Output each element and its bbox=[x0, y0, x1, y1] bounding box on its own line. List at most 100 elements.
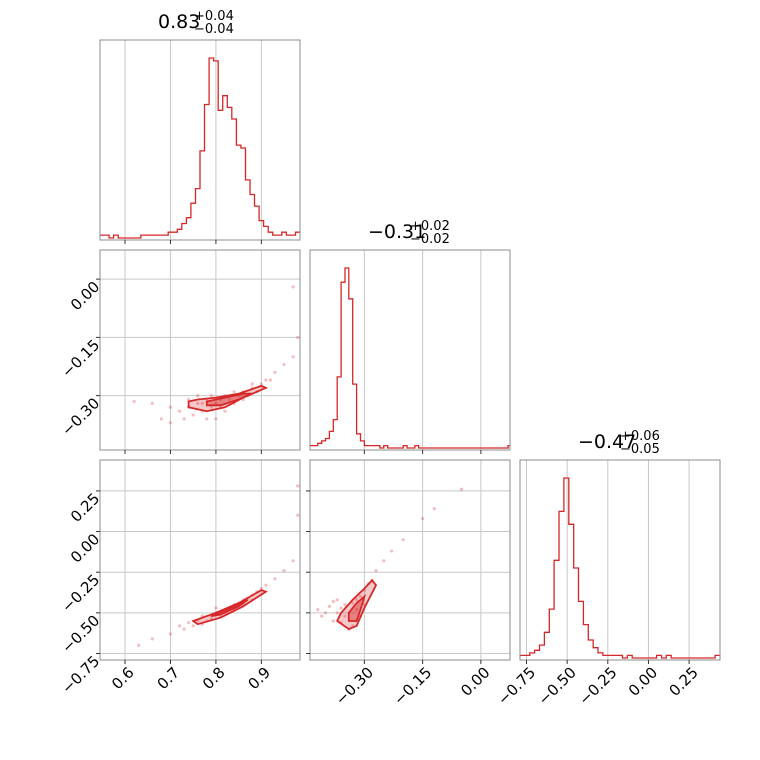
scatter-point bbox=[214, 401, 218, 405]
scatter-point bbox=[432, 507, 436, 511]
scatter-point bbox=[214, 417, 218, 421]
contour-level-0 bbox=[191, 589, 268, 626]
x-tick-label: −0.15 bbox=[390, 664, 435, 709]
scatter-point bbox=[323, 611, 328, 615]
scatter-point bbox=[168, 405, 173, 409]
scatter-point bbox=[331, 619, 335, 623]
scatter-point bbox=[223, 409, 227, 413]
panel-title-2: −0.47 bbox=[578, 431, 636, 453]
scatter-point bbox=[421, 516, 425, 521]
scatter-point bbox=[150, 401, 154, 405]
scatter-point bbox=[327, 604, 332, 608]
x-tick-label: 0.9 bbox=[244, 664, 274, 694]
hist-panel-frame-1 bbox=[309, 249, 511, 451]
scatter-point bbox=[296, 484, 300, 488]
scatter-point bbox=[177, 409, 182, 413]
contour-level-1 bbox=[347, 593, 367, 622]
scatter-point bbox=[355, 598, 359, 602]
scatter-panel-frame-0-2 bbox=[99, 459, 301, 661]
histogram-2 bbox=[520, 477, 720, 659]
scatter-point bbox=[358, 594, 363, 599]
scatter-point bbox=[177, 624, 182, 628]
scatter-point bbox=[250, 382, 254, 386]
x-tick-label: 0.00 bbox=[457, 664, 493, 700]
hist-panel-frame-2 bbox=[519, 459, 721, 661]
y-tick-label: 0.00 bbox=[67, 530, 103, 566]
scatter-panel-frame-1-2 bbox=[309, 459, 511, 661]
histogram-1 bbox=[310, 267, 510, 449]
y-tick-label: −0.15 bbox=[58, 336, 103, 381]
y-tick-label: −0.50 bbox=[58, 611, 103, 656]
scatter-point bbox=[232, 390, 236, 394]
scatter-point bbox=[159, 417, 163, 421]
hist-panel-frame-0 bbox=[99, 39, 301, 241]
title-minus-error-1: −0.02 bbox=[410, 232, 450, 247]
scatter-point bbox=[282, 362, 286, 367]
scatter-point bbox=[389, 549, 394, 553]
scatter-point bbox=[191, 624, 195, 628]
scatter-point bbox=[182, 627, 186, 631]
scatter-point bbox=[205, 417, 209, 421]
scatter-point bbox=[187, 397, 191, 402]
scatter-point bbox=[196, 394, 200, 398]
scatter-point bbox=[343, 614, 347, 618]
scatter-point bbox=[401, 538, 405, 542]
scatter-point bbox=[196, 401, 200, 405]
y-tick-label: −0.25 bbox=[58, 571, 103, 616]
scatter-point bbox=[273, 577, 277, 581]
scatter-point bbox=[316, 607, 320, 612]
x-tick-label: −0.30 bbox=[332, 664, 377, 709]
contour-level-1 bbox=[205, 392, 253, 407]
scatter-point bbox=[343, 603, 347, 607]
scatter-point bbox=[374, 568, 378, 573]
scatter-point bbox=[168, 632, 173, 636]
scatter-point bbox=[291, 559, 295, 563]
scatter-point bbox=[187, 621, 191, 625]
x-tick-label: 0.25 bbox=[665, 664, 701, 700]
scatter-point bbox=[382, 559, 386, 563]
scatter-point bbox=[150, 637, 154, 641]
scatter-point bbox=[282, 568, 286, 573]
histogram-0 bbox=[100, 57, 300, 239]
title-minus-error-2: −0.05 bbox=[620, 442, 660, 457]
scatter-point bbox=[296, 513, 300, 517]
scatter-point bbox=[264, 378, 268, 382]
scatter-panel-frame-0-1 bbox=[99, 249, 301, 451]
scatter-point bbox=[214, 606, 218, 610]
title-minus-error-0: −0.04 bbox=[194, 22, 234, 37]
scatter-point bbox=[355, 607, 359, 612]
x-tick-label: −0.50 bbox=[535, 664, 580, 709]
scatter-point bbox=[227, 397, 232, 402]
y-tick-label: −0.30 bbox=[58, 394, 103, 439]
scatter-point bbox=[459, 487, 464, 491]
scatter-point bbox=[137, 643, 141, 647]
scatter-point bbox=[132, 399, 136, 404]
scatter-point bbox=[259, 586, 263, 591]
contour-level-0 bbox=[336, 578, 378, 631]
scatter-point bbox=[335, 598, 339, 602]
x-tick-label: 0.8 bbox=[199, 664, 229, 694]
scatter-point bbox=[209, 405, 213, 409]
scatter-point bbox=[339, 606, 343, 610]
y-tick-label: 0.00 bbox=[67, 278, 103, 314]
panel-title-1: −0.31 bbox=[368, 221, 426, 243]
x-tick-label: 0.7 bbox=[154, 664, 184, 694]
scatter-point bbox=[259, 382, 263, 386]
scatter-point bbox=[264, 583, 268, 587]
title-plus-error-2: +0.06 bbox=[620, 429, 660, 444]
scatter-point bbox=[351, 601, 355, 605]
title-plus-error-1: +0.02 bbox=[410, 219, 450, 234]
scatter-point bbox=[331, 599, 335, 604]
scatter-point bbox=[268, 378, 273, 382]
scatter-point bbox=[191, 413, 195, 417]
scatter-point bbox=[168, 421, 173, 425]
y-tick-label: 0.25 bbox=[67, 489, 103, 525]
contour-level-1 bbox=[211, 598, 249, 617]
scatter-point bbox=[182, 417, 186, 421]
x-tick-label: −0.75 bbox=[494, 664, 539, 709]
scatter-point bbox=[200, 401, 204, 405]
scatter-point bbox=[335, 611, 339, 615]
y-tick-label: −0.75 bbox=[58, 652, 103, 697]
scatter-point bbox=[320, 614, 324, 618]
